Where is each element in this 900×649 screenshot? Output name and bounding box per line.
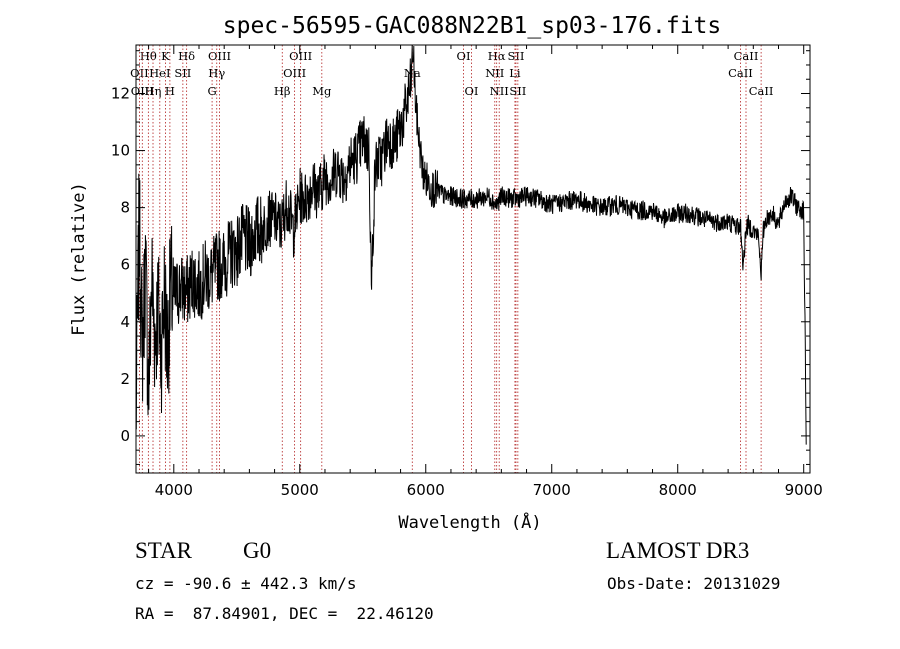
spectral-line-label-7: H xyxy=(165,84,175,98)
spectral-line-label-21: NII xyxy=(485,66,504,80)
object-class: STAR xyxy=(135,538,192,563)
x-tick-label-4: 8000 xyxy=(659,481,697,499)
x-tick-label-1: 5000 xyxy=(281,481,319,499)
spectral-line-label-22: Li xyxy=(509,66,521,80)
spectrum-series xyxy=(135,44,807,445)
spectral-line-label-18: OI xyxy=(464,84,478,98)
coordinates: RA = 87.84901, DEC = 22.46120 xyxy=(135,604,434,623)
spectral-line-label-1: OII xyxy=(130,66,149,80)
spectral-line-label-8: Hδ xyxy=(178,49,195,63)
spectral-line-label-6: SII xyxy=(174,66,191,80)
spectral-line-label-10: Hγ xyxy=(208,66,225,80)
spectral-line-label-15: Mg xyxy=(312,84,332,98)
survey-name: LAMOST DR3 xyxy=(606,538,750,563)
y-tick-label-1: 2 xyxy=(120,370,130,388)
spectral-line-label-9: OIII xyxy=(208,49,231,63)
y-tick-label-6: 12 xyxy=(111,85,130,103)
spectral-line-label-17: OI xyxy=(457,49,471,63)
spectral-line-label-14: Hβ xyxy=(274,84,291,98)
y-tick-label-4: 8 xyxy=(120,199,130,217)
x-tick-label-2: 6000 xyxy=(407,481,445,499)
spectral-line-label-11: G xyxy=(207,84,216,98)
spectral-line-label-5: Hη xyxy=(145,84,162,98)
x-tick-label-0: 4000 xyxy=(155,481,193,499)
x-tick-label-5: 9000 xyxy=(785,481,823,499)
spectrum-line xyxy=(135,44,807,445)
x-tick-label-3: 7000 xyxy=(533,481,571,499)
spectral-line-label-20: SII xyxy=(507,49,524,63)
y-tick-label-3: 6 xyxy=(120,256,130,274)
y-tick-label-2: 4 xyxy=(120,313,130,331)
spectral-line-label-3: K xyxy=(161,49,170,63)
x-axis-label: Wavelength (Å) xyxy=(398,511,541,533)
y-tick-label-0: 0 xyxy=(120,427,130,445)
axis-ticks: 4000 5000 6000 7000 8000 9000 0 2 4 6 8 10 12 xyxy=(111,45,823,499)
y-tick-label-5: 10 xyxy=(111,142,130,160)
spectral-line-label-26: CaII xyxy=(728,66,753,80)
spectral-line-label-24: SII xyxy=(509,84,526,98)
object-subclass: G0 xyxy=(243,538,272,563)
y-axis-label: Flux (relative) xyxy=(69,182,89,336)
spectral-line-label-16: Na xyxy=(404,66,421,80)
spectral-line-label-4: HeI xyxy=(149,66,170,80)
spectral-line-label-27: CaII xyxy=(749,84,774,98)
spectral-line-label-12: OIII xyxy=(289,49,312,63)
spectral-line-label-19: Hα xyxy=(488,49,506,63)
spectral-line-label-13: OIII xyxy=(283,66,306,80)
spectral-line-label-25: CaII xyxy=(734,49,759,63)
observation-date: Obs-Date: 20131029 xyxy=(607,574,781,593)
plot-frame xyxy=(135,44,811,474)
chart-title: spec-56595-GAC088N22B1_sp03-176.fits xyxy=(223,13,722,39)
redshift-value: cz = -90.6 ± 442.3 km/s xyxy=(135,574,357,593)
spectral-line-label-2: OIII xyxy=(131,84,154,98)
spectral-line-label-23: NII xyxy=(490,84,509,98)
